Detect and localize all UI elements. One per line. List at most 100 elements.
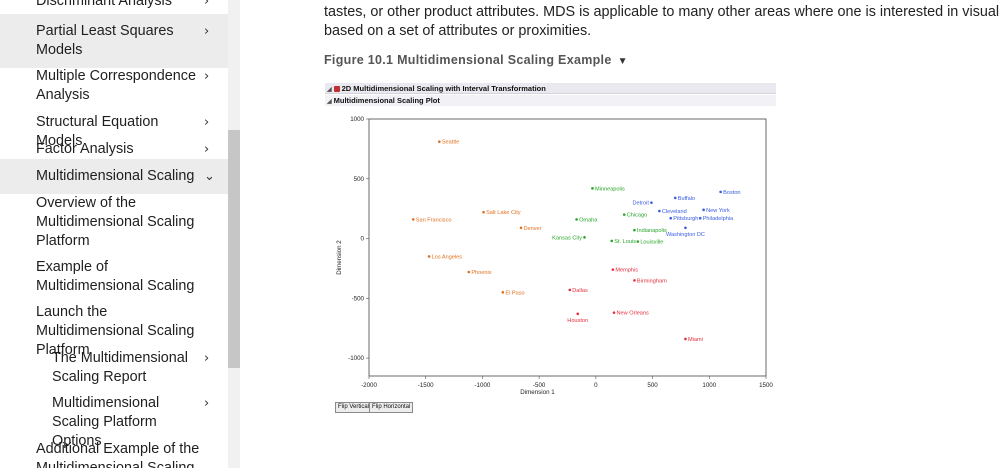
sidebar-item[interactable]: The Multidimensional Scaling Report › (0, 349, 228, 387)
sidebar-item[interactable]: Launch the Multidimensional Scaling Plat… (0, 303, 228, 360)
x-tick-label: 0 (594, 382, 598, 389)
chevron-right-icon[interactable]: › (204, 396, 210, 411)
flip-vertical-button[interactable]: Flip Vertical (335, 402, 373, 413)
sidebar-item-label: Overview of the Multidimensional Scaling… (36, 195, 195, 249)
data-point (576, 312, 580, 316)
disclosure-triangle-icon[interactable]: ◢ (327, 87, 332, 93)
report-outline-header[interactable]: ◢ 2D Multidimensional Scaling with Interv… (325, 83, 776, 94)
sidebar-nav: Discriminant Analysis › Partial Least Squa… (0, 0, 240, 468)
sidebar-item-label: Factor Analysis (36, 141, 134, 157)
data-point (612, 311, 616, 314)
x-tick-label: -1500 (418, 382, 434, 389)
data-point-label: Seattle (442, 140, 459, 146)
sidebar-item-label: Structural Equation Models (36, 114, 159, 149)
data-point-label: St. Louis (614, 239, 636, 245)
data-point (702, 208, 705, 212)
data-point (519, 226, 523, 230)
sidebar-item-label: Multidimensional Scaling (36, 168, 195, 184)
data-point-label: Dallas (572, 288, 588, 294)
data-point-label: Philadelphia (703, 216, 734, 222)
data-point (411, 218, 415, 221)
flip-horizontal-button[interactable]: Flip Horizontal (369, 402, 414, 413)
chevron-right-icon[interactable]: › (204, 69, 210, 84)
data-point-label: Cleveland (662, 209, 687, 215)
chevron-right-icon[interactable]: › (204, 24, 210, 39)
data-point (669, 216, 673, 220)
data-point-label: Minneapolis (595, 186, 625, 192)
x-tick-label: 1500 (759, 382, 773, 389)
plot-frame (368, 118, 767, 377)
sidebar-item[interactable]: Structural Equation Models › (0, 113, 228, 151)
figure-caption[interactable]: Figure 10.1 Multidimensional Scaling Exa… (324, 53, 628, 67)
disclosure-triangle-icon[interactable]: ◢ (327, 99, 332, 105)
chevron-right-icon[interactable]: › (204, 0, 210, 9)
sidebar-item[interactable]: Example of Multidimensional Scaling (0, 258, 228, 296)
data-point-label: Miami (688, 337, 703, 343)
sidebar-item[interactable]: Multiple Correspondence Analysis › (0, 67, 228, 105)
data-point-label: Pittsburgh (673, 216, 698, 222)
data-point-label: Salt Lake City (486, 210, 521, 216)
data-point-label: Birmingham (637, 278, 667, 284)
data-point (684, 226, 687, 230)
data-point-label: Houston (567, 318, 588, 324)
data-point (467, 270, 471, 274)
triangle-down-icon[interactable]: ▼ (617, 56, 628, 67)
data-point (501, 291, 505, 294)
sidebar-scrollbar-thumb[interactable] (228, 130, 240, 368)
data-point-label: Denver (523, 226, 541, 232)
sidebar-item[interactable]: Discriminant Analysis › (0, 0, 228, 11)
data-point-label: Washington DC (666, 232, 705, 238)
data-point (438, 140, 441, 144)
sidebar-item[interactable]: Multidimensional Scaling ⌄ (0, 159, 228, 194)
x-tick-label: -2000 (361, 382, 377, 389)
data-point (575, 218, 578, 221)
figure-caption-text: Figure 10.1 Multidimensional Scaling Exa… (324, 53, 612, 67)
sidebar-item[interactable]: Factor Analysis › (0, 140, 228, 159)
sidebar-item-label: Example of Multidimensional Scaling (36, 259, 195, 294)
data-point (610, 239, 614, 243)
y-tick-label: 1000 (350, 116, 364, 123)
data-point (684, 337, 687, 341)
data-point (427, 255, 431, 258)
sidebar-item-label: Launch the Multidimensional Scaling Plat… (36, 304, 195, 358)
y-tick-label: -1000 (348, 355, 364, 362)
data-point (622, 213, 626, 216)
red-triangle-menu-icon[interactable] (333, 86, 340, 93)
plot-outline-title: Multidimensional Scaling Plot (333, 96, 440, 105)
data-point (650, 201, 653, 204)
y-tick-label: 0 (361, 236, 365, 243)
chevron-right-icon[interactable]: › (204, 142, 210, 157)
chevron-down-icon[interactable]: ⌄ (204, 169, 215, 184)
data-point-label: El Paso (505, 290, 524, 296)
sidebar-item-label: Multidimensional Scaling Platform Option… (52, 395, 160, 449)
sidebar-item[interactable]: Partial Least Squares Models › (0, 14, 228, 68)
data-point-label: Boston (723, 190, 740, 196)
sidebar-item[interactable]: Multidimensional Scaling Platform Option… (0, 394, 228, 451)
paragraph-text-line-1: tastes, or other product attributes. MDS… (324, 4, 999, 20)
data-point-label: Kansas City (552, 235, 582, 241)
x-tick-label: -500 (533, 382, 546, 389)
paragraph-text-line-2: based on a set of attributes or proximit… (324, 23, 592, 39)
data-point (611, 268, 615, 271)
jmp-report: ◢ 2D Multidimensional Scaling with Interv… (325, 83, 776, 414)
x-axis-label: Dimension 1 (520, 389, 555, 396)
report-outline-title: 2D Multidimensional Scaling with Interva… (341, 84, 546, 93)
data-point-label: Louisville (640, 240, 663, 246)
data-point (633, 228, 636, 232)
chevron-right-icon[interactable]: › (204, 115, 210, 130)
data-point-label: Indianapolis (637, 228, 667, 234)
data-point (591, 187, 594, 190)
y-tick-label: -500 (352, 295, 365, 302)
x-tick-label: 1000 (702, 382, 716, 389)
chevron-right-icon[interactable]: › (204, 351, 210, 366)
sidebar-item[interactable]: Overview of the Multidimensional Scaling… (0, 194, 228, 251)
sidebar-item[interactable]: Additional Example of the Multidimension… (0, 440, 228, 468)
sidebar-item-label: Additional Example of the Multidimension… (36, 441, 200, 468)
data-point (568, 288, 572, 292)
data-point (698, 216, 702, 220)
plot-outline-header[interactable]: ◢ Multidimensional Scaling Plot (325, 95, 776, 106)
data-point (633, 279, 636, 282)
data-point-label: Chicago (627, 213, 648, 219)
data-point-label: Detroit (632, 201, 649, 207)
data-point (673, 196, 677, 200)
